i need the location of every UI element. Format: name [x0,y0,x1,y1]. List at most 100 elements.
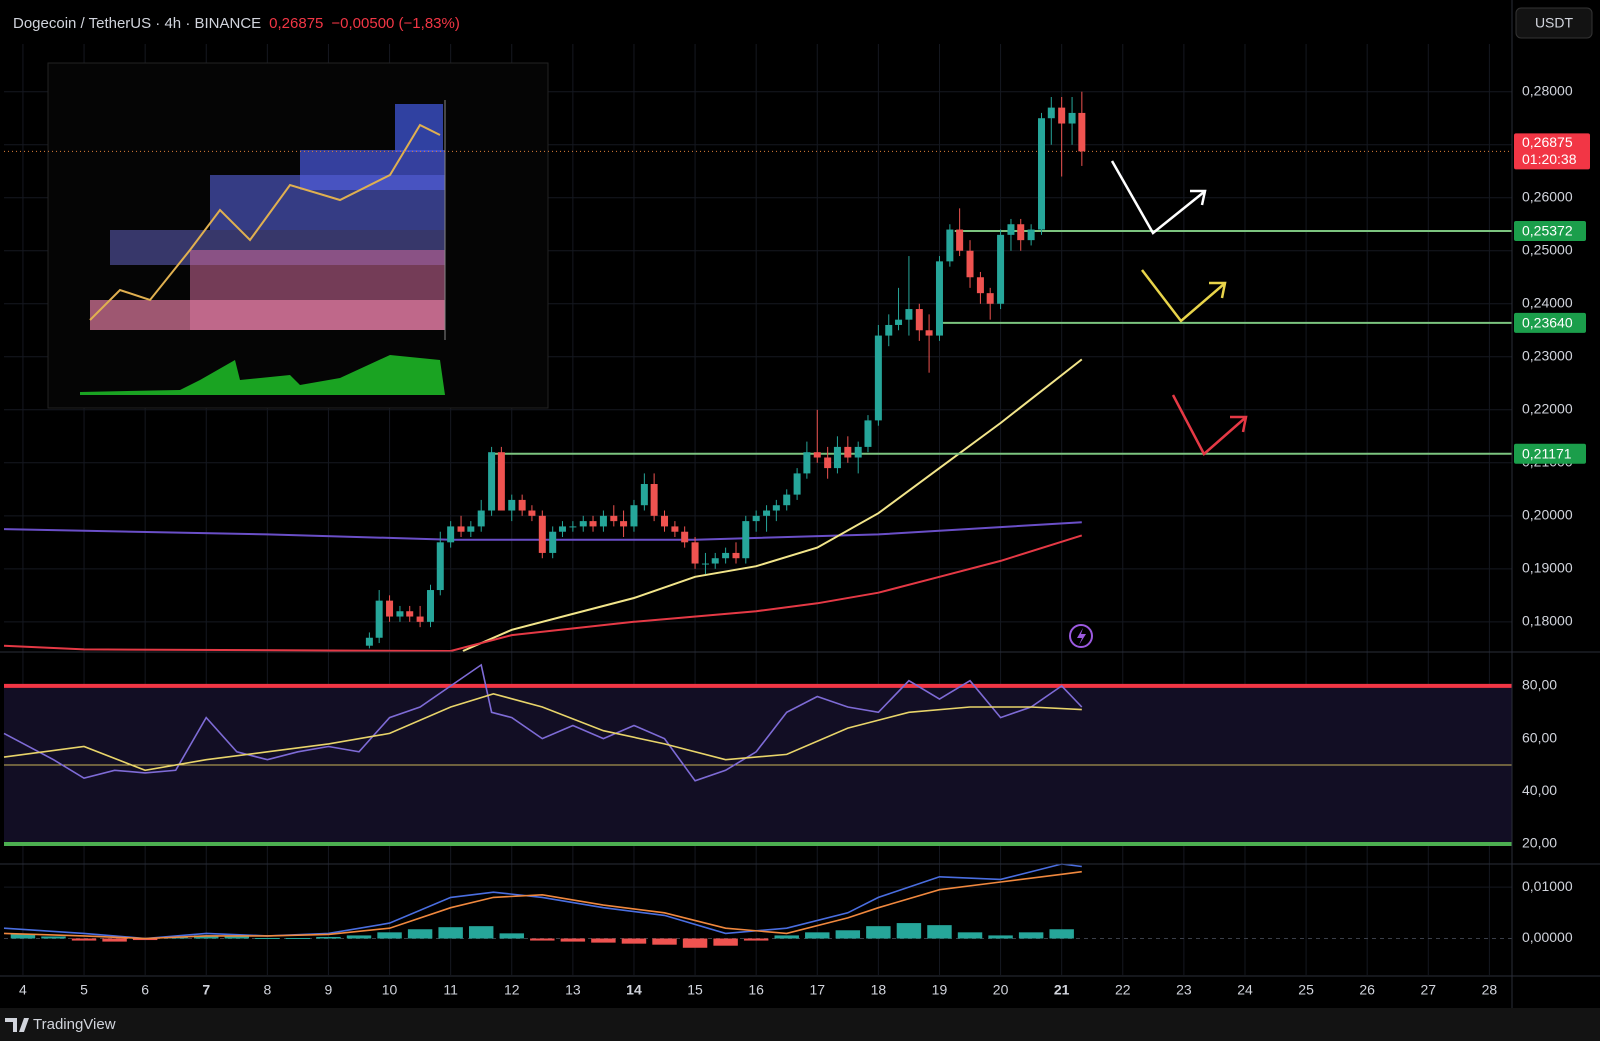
x-tick-label: 17 [809,982,825,998]
x-tick-label: 21 [1054,982,1070,998]
x-tick-label: 9 [325,982,333,998]
inset-volume [80,355,445,395]
candle-body [935,261,943,336]
candle-body [528,510,536,516]
histogram-bar [10,934,36,939]
candle-body [558,526,566,532]
candle-body [436,542,444,591]
currency-button[interactable] [1515,7,1593,39]
histogram-bar [316,936,341,939]
x-tick-label: 24 [1237,982,1253,998]
candle-body [925,330,933,336]
footer [0,1008,1600,1041]
candle-body [691,542,699,564]
candle-body [752,515,760,522]
red-arrow [1171,394,1246,456]
candle-body [508,499,516,511]
countdown-label: 01:20:38 [1522,151,1577,167]
candle-body [813,452,821,458]
candle-body [650,484,658,516]
arrow-head [1209,281,1227,299]
candle-body [915,309,923,331]
candle-body [864,420,872,447]
histogram-bar [927,925,952,939]
candle-body [630,505,638,527]
candle-body [497,452,505,511]
candle-body [661,515,669,527]
candle-body [793,473,801,495]
candle-body [640,484,648,506]
level-label-box [1514,312,1586,333]
histogram-bar [1049,929,1074,939]
histogram-bar [530,938,555,941]
candle-body [895,319,903,325]
candle-body [722,552,730,559]
last-price: 0,26875 [269,15,323,32]
candle-body [365,637,373,646]
candle-body [406,611,414,617]
x-tick-label: 22 [1115,982,1131,998]
histogram-bar [407,929,433,939]
histogram-bar [560,938,586,942]
level-label-box [1514,443,1586,464]
indicator-line [3,534,1083,653]
candle-body [375,600,383,638]
x-tick-label: 10 [382,982,398,998]
histogram-bar [713,938,738,946]
candle-body [986,293,994,304]
x-tick-label: 25 [1298,982,1314,998]
inset-band [90,300,445,330]
candle-body [1007,224,1015,235]
candle-body [1078,112,1086,152]
histogram-bar [102,938,127,942]
candle-body [824,457,832,469]
candle-body [396,611,404,617]
level-label: 0,23640 [1522,315,1573,331]
y-tick-label: 0,25000 [1522,241,1573,257]
candle-body [610,515,618,522]
indicator-line [3,521,1082,541]
x-tick-label: 11 [443,982,458,998]
candle-body [447,526,455,543]
candle-body [783,494,791,506]
candle-body [681,531,689,543]
histogram-bar [591,938,616,943]
candle-body [671,526,679,532]
plot-layer [3,91,1512,948]
candle-body [1058,107,1066,124]
brand-name: TradingView [33,1016,116,1033]
histogram-bar [285,937,311,939]
histogram-bar [896,923,922,939]
candle-body [488,452,496,511]
last-price-label: 0,26875 [1522,134,1573,150]
candle-body [1068,112,1076,124]
x-tick-label: 19 [932,982,948,998]
candle-body [569,526,577,528]
yellow-arrow [1141,269,1225,323]
currency-label: USDT [1535,15,1574,31]
candle-body [579,521,587,527]
y-tick-label: 0,00000 [1522,929,1573,945]
x-tick-label: 12 [504,982,520,998]
candle-body [763,510,771,516]
y-tick-label: 0,01000 [1522,878,1573,894]
histogram-bar [438,927,463,939]
candle-body [854,446,862,458]
x-tick-label: 4 [19,982,27,998]
x-tick-label: 27 [1421,982,1437,998]
y-tick-label: 0,28000 [1522,82,1573,98]
y-tick-label: 0,26000 [1522,188,1573,204]
level-label: 0,25372 [1522,223,1573,239]
candle-body [518,499,526,511]
candle-body [833,446,841,469]
candle-body [1047,107,1055,119]
x-tick-label: 6 [141,982,149,998]
y-tick-label: 0,19000 [1522,560,1573,576]
histogram-bar [194,935,219,939]
alert-icon[interactable] [1069,624,1093,648]
x-tick-label: 7 [202,982,210,998]
inset-screenshot [47,62,549,409]
candle-body [457,526,465,532]
candle-body [976,277,984,294]
histogram-bar [957,932,983,939]
